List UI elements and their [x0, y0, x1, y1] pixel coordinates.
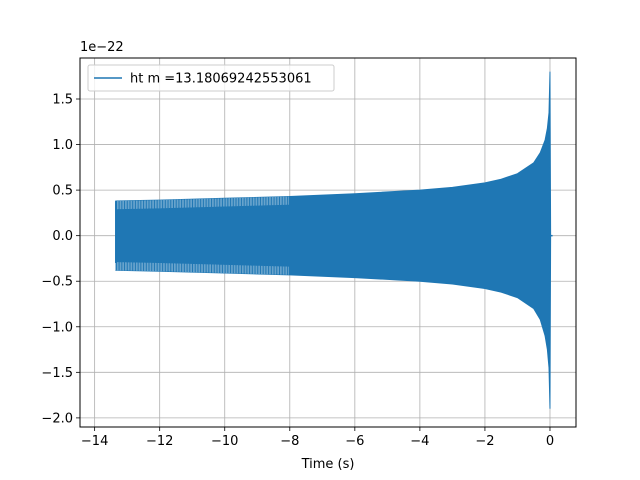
y-axis: −2.0 −1.5 −1.0 −0.5 0.0 0.5 1.0 1.5 — [41, 93, 80, 426]
y-tick-label: 1.5 — [52, 93, 73, 108]
legend: ht m =13.18069242553061 — [87, 64, 335, 92]
x-tick-label: −2 — [475, 434, 494, 449]
x-tick-label: −6 — [345, 434, 364, 449]
x-tick-label: 0 — [546, 434, 554, 449]
y-tick-label: 0.5 — [52, 184, 73, 199]
series-layer — [115, 71, 553, 409]
legend-box — [87, 64, 335, 92]
y-tick-label: −2.0 — [41, 411, 73, 426]
y-tick-label: −1.5 — [41, 366, 73, 381]
y-tick-label: −1.0 — [41, 320, 73, 335]
x-axis: −14 −12 −10 −8 −6 −4 −2 0 — [81, 427, 554, 449]
x-axis-label: Time (s) — [301, 457, 355, 472]
waveform-envelope — [115, 71, 552, 409]
x-tick-label: −4 — [410, 434, 429, 449]
x-tick-label: −14 — [81, 434, 108, 449]
y-offset-text: 1e−22 — [80, 40, 124, 55]
x-tick-label: −12 — [146, 434, 173, 449]
x-tick-label: −8 — [280, 434, 299, 449]
y-tick-label: 0.0 — [52, 229, 73, 244]
y-tick-label: 1.0 — [52, 138, 73, 153]
x-tick-label: −10 — [211, 434, 238, 449]
y-tick-label: −0.5 — [41, 275, 73, 290]
axes-frame — [79, 57, 577, 428]
legend-label: ht m =13.18069242553061 — [130, 72, 312, 87]
